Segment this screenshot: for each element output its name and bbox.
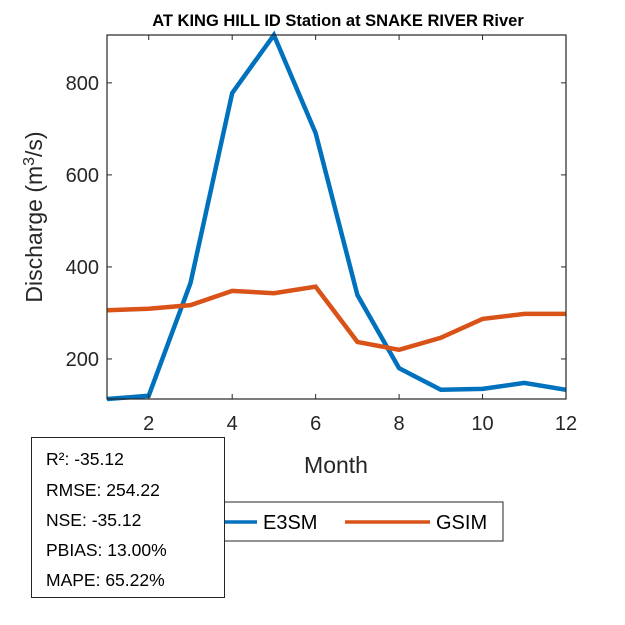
y-tick-label: 200	[66, 349, 99, 371]
stat-rmse: RMSE: 254.22	[46, 480, 160, 500]
x-axis-label: Month	[304, 452, 368, 478]
axes-box	[106, 34, 567, 400]
legend-label-e3sm: E3SM	[263, 512, 317, 534]
stat-pbias: PBIAS: 13.00%	[46, 540, 167, 560]
stat-mape: MAPE: 65.22%	[46, 570, 165, 590]
y-tick-label: 800	[66, 73, 99, 95]
stat-nse: NSE: -35.12	[46, 510, 142, 530]
y-axis-label-sup: 3	[21, 157, 38, 166]
stat-r2: R²: -35.12	[46, 449, 124, 469]
y-axis-label-suffix: /s)	[21, 131, 47, 157]
ticks-layer: 2 4 6 8 10 12 200 400 600 800	[66, 35, 577, 435]
y-tick-label: 400	[66, 257, 99, 279]
y-axis-label: Discharge (m3/s)	[21, 131, 48, 302]
series-line-gsim	[106, 284, 566, 353]
x-tick-label: 4	[227, 413, 238, 435]
series-line-e3sm	[106, 30, 567, 402]
x-tick-label: 6	[310, 413, 321, 435]
series-layer	[106, 30, 567, 402]
y-tick-label: 600	[66, 165, 99, 187]
x-tick-label: 12	[555, 413, 577, 435]
x-tick-label: 8	[394, 413, 405, 435]
x-tick-label: 2	[143, 413, 154, 435]
legend: E3SM GSIM	[172, 501, 504, 542]
chart-title: AT KING HILL ID Station at SNAKE RIVER R…	[152, 12, 524, 30]
legend-label-gsim: GSIM	[436, 512, 487, 534]
x-tick-label: 10	[471, 413, 493, 435]
stats-box: R²: -35.12 RMSE: 254.22 NSE: -35.12 PBIA…	[31, 437, 225, 598]
y-axis-label-prefix: Discharge (m	[21, 166, 47, 303]
